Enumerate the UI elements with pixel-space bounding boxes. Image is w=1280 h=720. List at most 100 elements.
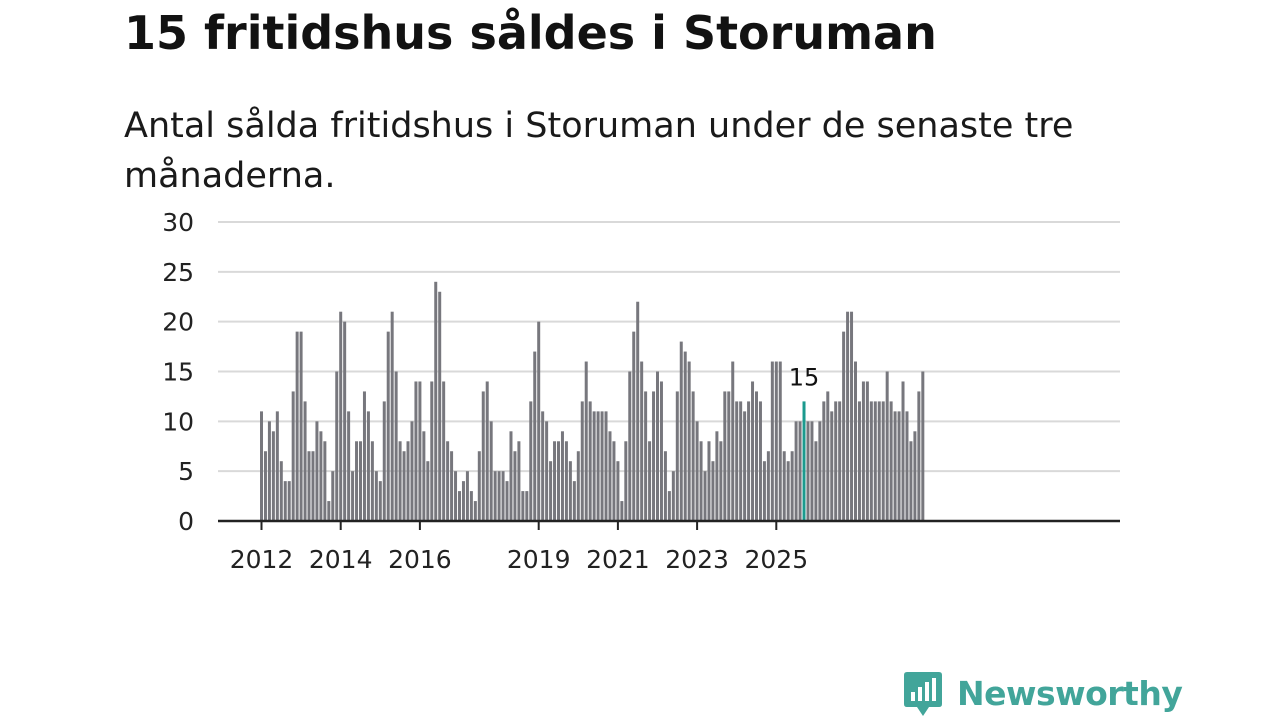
bar: [786, 461, 790, 521]
bar: [727, 391, 731, 521]
y-tick-label: 15: [162, 358, 194, 387]
bar: [430, 381, 434, 521]
bar: [758, 401, 762, 521]
bar: [715, 431, 719, 521]
bar: [568, 461, 572, 521]
bar: [560, 431, 564, 521]
bar: [699, 441, 703, 521]
bar: [743, 411, 747, 521]
bar: [782, 451, 786, 521]
bar: [315, 421, 319, 521]
bar: [477, 451, 481, 521]
bar: [553, 441, 557, 521]
bar: [854, 361, 857, 521]
bar: [683, 351, 687, 521]
bar: [501, 471, 505, 521]
x-tick-label: 2019: [507, 545, 571, 574]
bar: [438, 291, 442, 521]
bar: [711, 461, 715, 521]
bars: [260, 281, 925, 521]
bar: [885, 371, 889, 521]
x-axis: [218, 519, 1120, 530]
bar: [418, 381, 422, 521]
bar: [850, 311, 854, 521]
bar: [604, 411, 608, 521]
bar: [917, 391, 921, 521]
bar: [303, 401, 307, 521]
x-tick-label: 2025: [744, 545, 808, 574]
bar: [707, 441, 711, 521]
x-tick-label: 2012: [230, 545, 294, 574]
annotations: 15: [789, 363, 820, 391]
bar: [319, 431, 323, 521]
newsworthy-logo-icon: [904, 672, 942, 716]
bar: [521, 491, 525, 521]
bar: [355, 441, 359, 521]
bar: [359, 441, 362, 521]
bar: [838, 401, 842, 521]
bar: [509, 431, 513, 521]
bar: [596, 411, 600, 521]
bar: [592, 411, 596, 521]
bar: [351, 471, 355, 521]
bar: [830, 411, 834, 521]
bar: [877, 401, 881, 521]
bar: [446, 441, 450, 521]
bar: [834, 401, 838, 521]
bar: [454, 471, 458, 521]
highlight-value-label: 15: [789, 363, 820, 391]
bar: [414, 381, 418, 521]
bar: [450, 451, 454, 521]
bar: [267, 421, 271, 521]
y-tick-label: 30: [162, 208, 194, 237]
bar: [826, 391, 830, 521]
x-tick-label: 2014: [309, 545, 373, 574]
bar: [921, 371, 925, 521]
bar: [390, 311, 394, 521]
bar: [295, 331, 299, 521]
bar: [897, 411, 901, 521]
grid-lines: [218, 221, 1120, 473]
bar: [307, 451, 311, 521]
bar: [755, 391, 758, 521]
bar: [275, 411, 279, 521]
bar: [458, 491, 461, 521]
bar: [260, 411, 263, 521]
bar: [770, 361, 774, 521]
bar: [648, 441, 652, 521]
bar: [675, 391, 679, 521]
bar: [366, 411, 370, 521]
bar: [814, 441, 818, 521]
bar: [612, 441, 616, 521]
bar: [469, 491, 473, 521]
newsworthy-logo: Newsworthy: [903, 670, 1183, 718]
bar: [751, 381, 755, 521]
bar: [271, 431, 275, 521]
bar: [485, 381, 489, 521]
bar: [402, 451, 406, 521]
bar: [533, 351, 537, 521]
bar: [913, 431, 917, 521]
y-tick-label: 0: [178, 507, 194, 536]
bar: [723, 391, 727, 521]
bar: [283, 481, 287, 521]
bar: [370, 441, 374, 521]
bar: [410, 421, 414, 521]
bar: [557, 441, 560, 521]
bar: [442, 381, 446, 521]
bar: [873, 401, 877, 521]
bar: [857, 401, 861, 521]
bar: [719, 441, 723, 521]
bar: [584, 361, 588, 521]
bar: [608, 431, 612, 521]
bar: [616, 461, 620, 521]
bar: [739, 401, 743, 521]
bar: [842, 331, 846, 521]
bar-highlight: [802, 401, 806, 521]
y-axis-labels: 0 5 10 15 20 25 30: [162, 208, 194, 536]
bar: [790, 451, 794, 521]
bar: [343, 321, 347, 521]
bar: [311, 451, 315, 521]
bar: [652, 391, 656, 521]
bar: [323, 441, 327, 521]
